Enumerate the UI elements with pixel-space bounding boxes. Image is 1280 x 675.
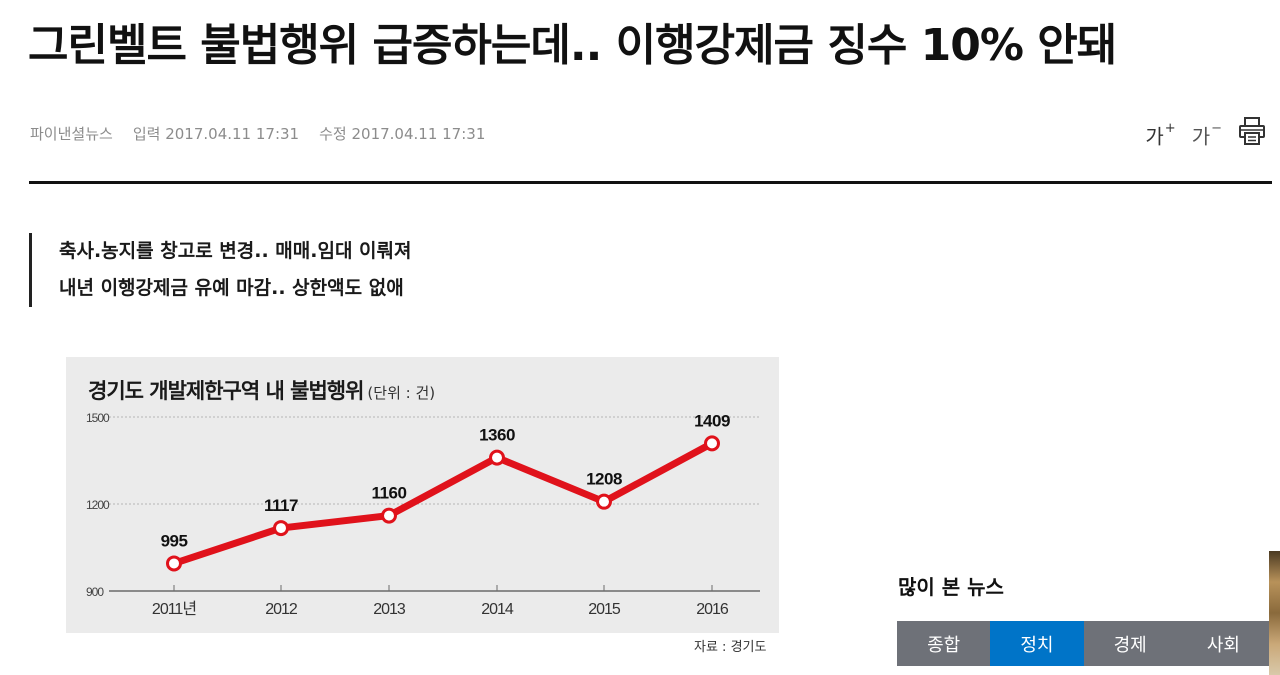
summary-line: 내년 이행강제금 유예 마감.. 상한액도 없애 bbox=[59, 277, 404, 299]
svg-text:2015: 2015 bbox=[588, 601, 621, 618]
svg-text:2016: 2016 bbox=[696, 601, 729, 618]
chart-unit: (단위 : 건) bbox=[367, 384, 436, 402]
line-chart: 900 1200 1500 2011년 2012 2013 2014 2015 2016 995 1… bbox=[86, 411, 760, 618]
summary-line: 축사.농지를 창고로 변경.. 매매.임대 이뤄져 bbox=[59, 240, 412, 262]
tab-economy[interactable]: 경제 bbox=[1083, 621, 1177, 666]
svg-text:1500: 1500 bbox=[86, 411, 110, 425]
side-ad-image[interactable] bbox=[1269, 551, 1280, 675]
popular-news-title: 많이 본 뉴스 bbox=[898, 575, 1004, 599]
article-tools: 가+ 가− bbox=[1145, 116, 1266, 153]
article-headline: 그린벨트 불법행위 급증하는데.. 이행강제금 징수 10% 안돼 bbox=[28, 20, 1117, 71]
article-meta: 파이낸셜뉴스 입력 2017.04.11 17:31 수정 2017.04.11… bbox=[30, 123, 485, 144]
chart-figure: 900 1200 1500 2011년 2012 2013 2014 2015 2016 995 1… bbox=[66, 357, 779, 633]
svg-text:2013: 2013 bbox=[373, 601, 406, 618]
font-increase-icon: 가 bbox=[1145, 124, 1164, 149]
font-decrease-button[interactable]: 가− bbox=[1191, 120, 1222, 149]
tab-general[interactable]: 종합 bbox=[897, 621, 991, 666]
print-button[interactable] bbox=[1238, 116, 1266, 153]
svg-text:995: 995 bbox=[161, 531, 188, 550]
svg-text:1208: 1208 bbox=[586, 470, 622, 489]
font-decrease-icon: 가 bbox=[1191, 124, 1211, 149]
source-name: 파이낸셜뉴스 bbox=[30, 125, 113, 143]
printer-icon bbox=[1239, 117, 1265, 145]
svg-text:2011년: 2011년 bbox=[152, 600, 196, 618]
input-time: 2017.04.11 17:31 bbox=[165, 125, 300, 143]
svg-text:2012: 2012 bbox=[265, 601, 298, 618]
svg-text:2014: 2014 bbox=[481, 601, 514, 618]
svg-text:1200: 1200 bbox=[86, 498, 110, 512]
modified-label: 수정 bbox=[319, 125, 347, 143]
tab-politics[interactable]: 정치 bbox=[990, 621, 1084, 666]
header-divider bbox=[29, 181, 1272, 184]
modified-time: 2017.04.11 17:31 bbox=[351, 125, 486, 143]
chart-title: 경기도 개발제한구역 내 불법행위 (단위 : 건) bbox=[88, 379, 436, 403]
svg-text:1409: 1409 bbox=[694, 411, 730, 430]
input-date: 입력 2017.04.11 17:31 bbox=[133, 123, 299, 144]
article-summary: 축사.농지를 창고로 변경.. 매매.임대 이뤄져 내년 이행강제금 유예 마감… bbox=[29, 233, 412, 307]
font-increase-button[interactable]: 가+ bbox=[1145, 120, 1176, 149]
input-label: 입력 bbox=[132, 125, 161, 143]
tab-society[interactable]: 사회 bbox=[1176, 621, 1270, 666]
svg-text:900: 900 bbox=[86, 585, 104, 599]
svg-text:1160: 1160 bbox=[372, 484, 407, 503]
svg-text:1117: 1117 bbox=[264, 496, 298, 515]
svg-text:1360: 1360 bbox=[479, 426, 515, 445]
chart-source: 자료 : 경기도 bbox=[694, 640, 767, 655]
popular-news-tabs: 종합 정치 경제 사회 bbox=[897, 621, 1270, 666]
modified-date: 수정 2017.04.11 17:31 bbox=[319, 123, 485, 144]
